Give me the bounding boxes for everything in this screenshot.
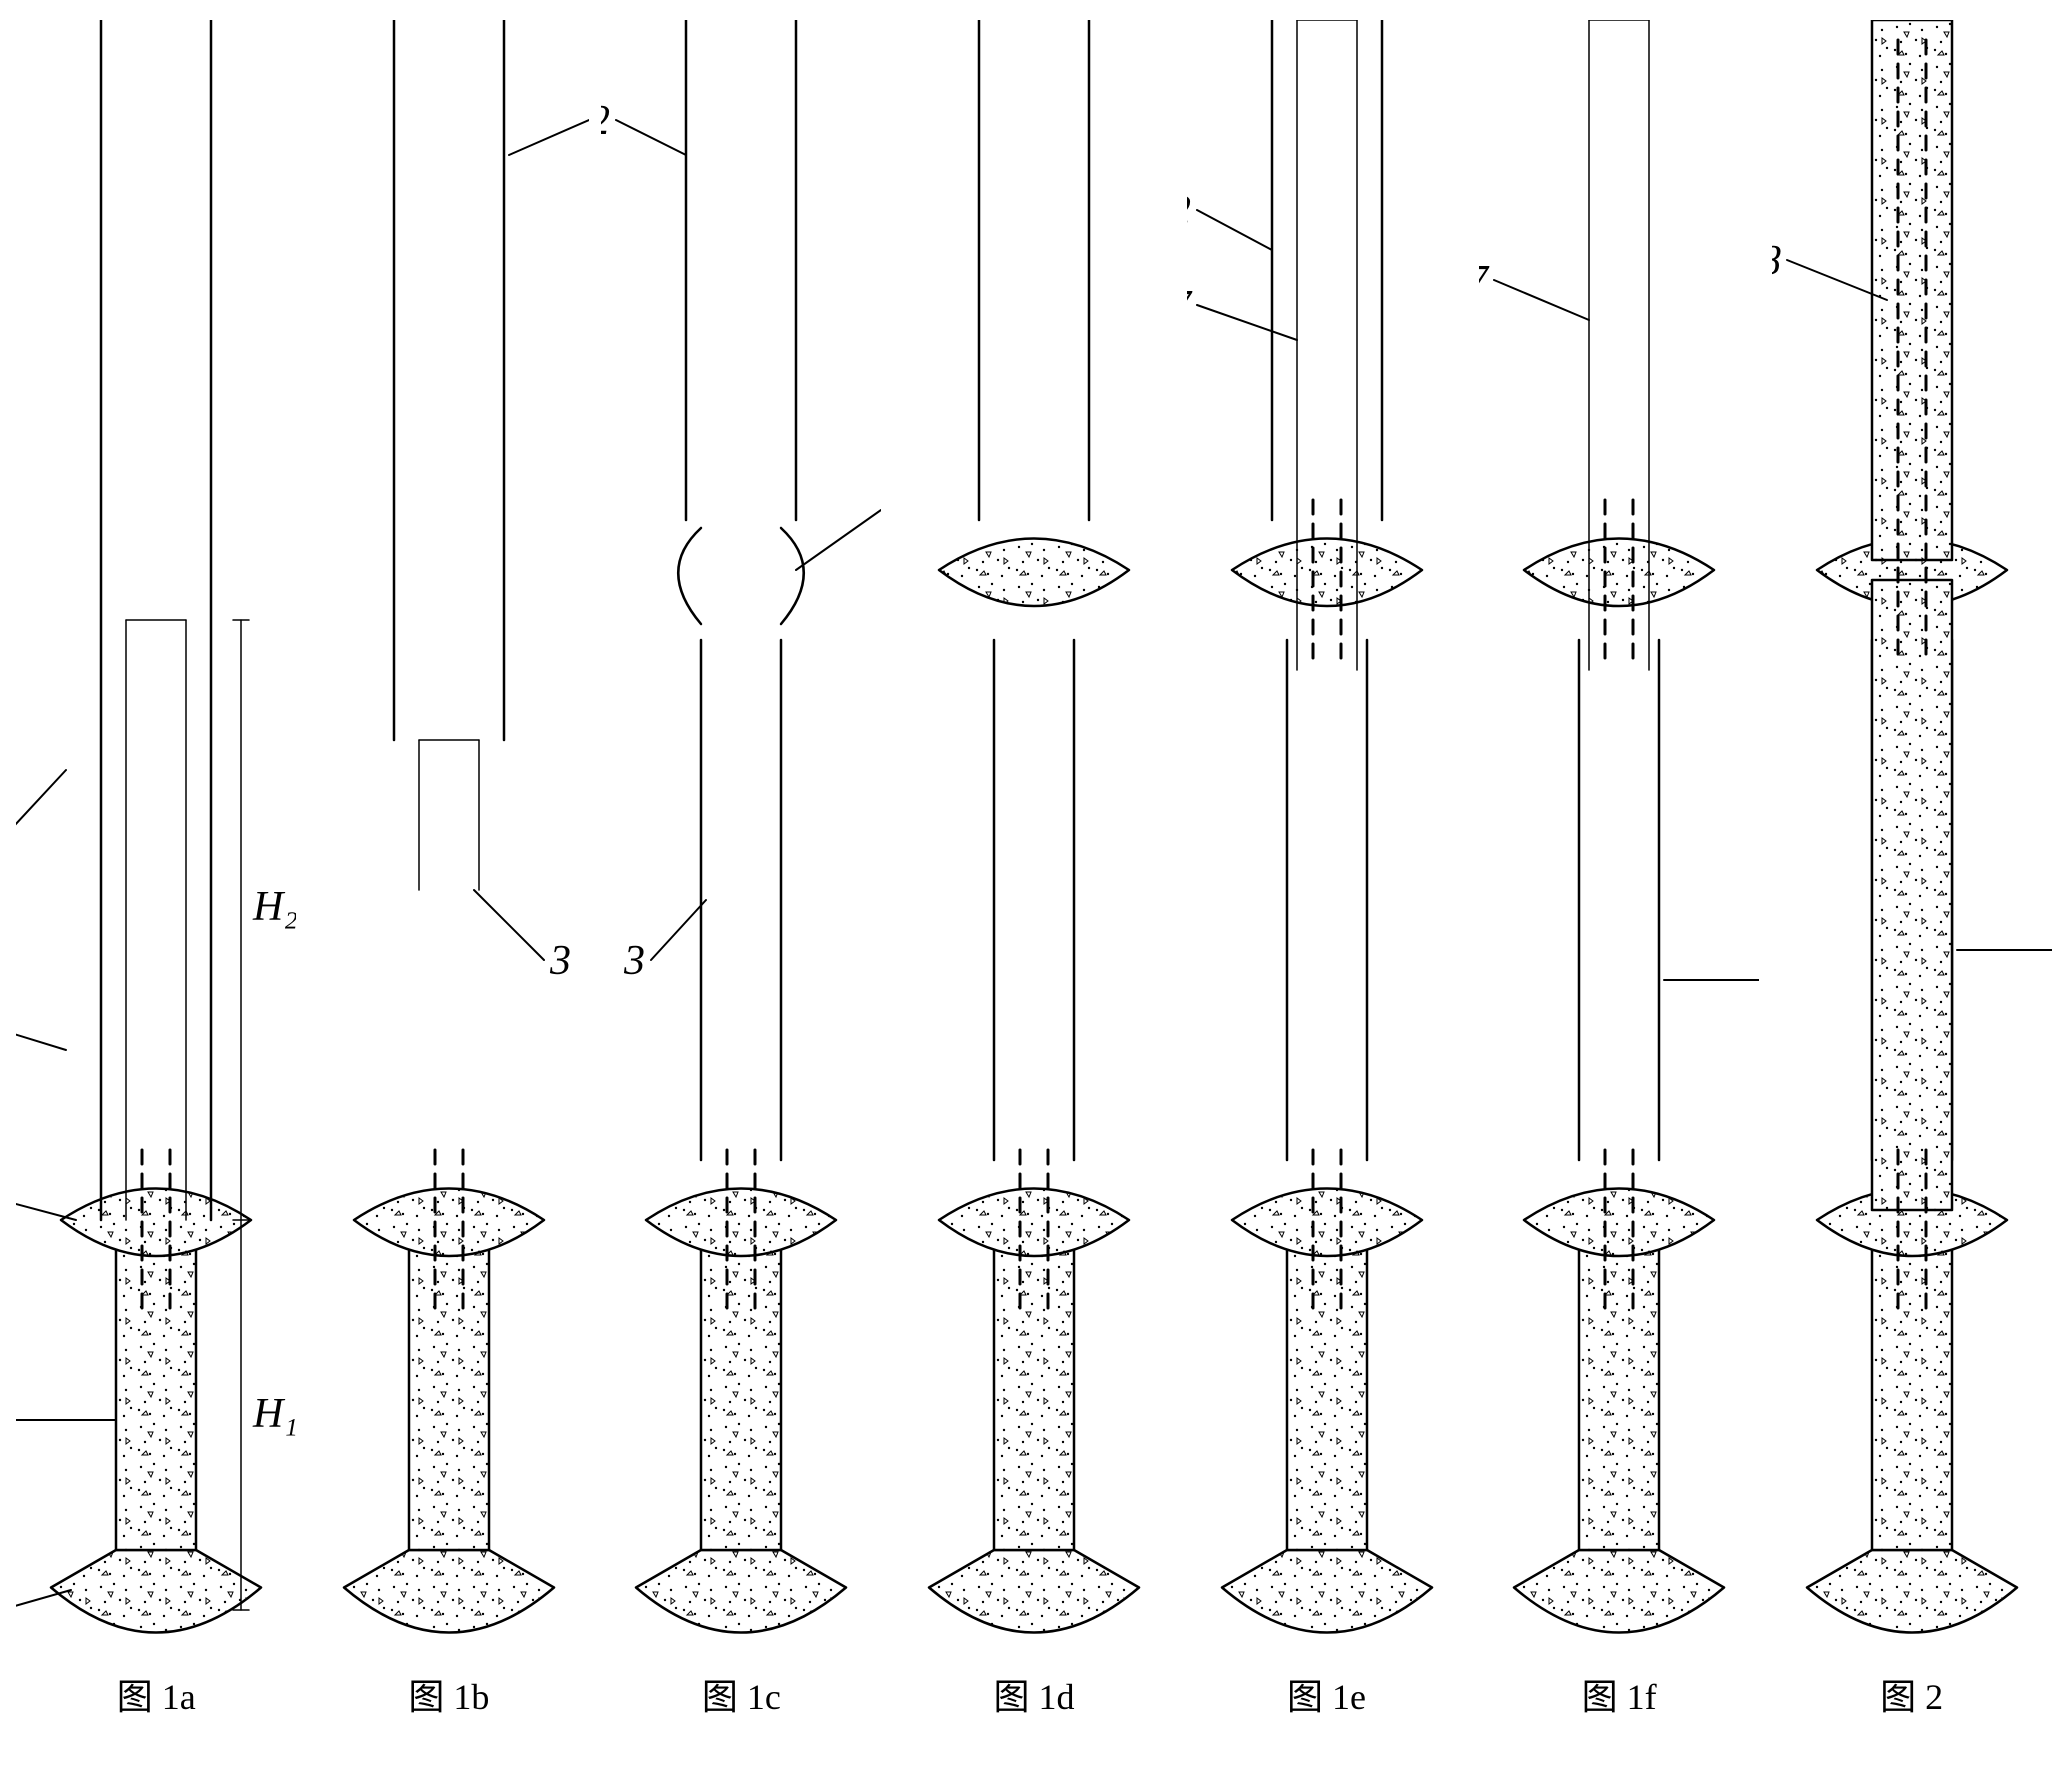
- figure-2: 83图 2: [1772, 20, 2052, 1720]
- ref-label-7: 7: [1187, 283, 1193, 329]
- figure-caption: 图 1e: [1187, 1668, 1467, 1720]
- ref-label-3: 3: [623, 938, 645, 984]
- figure-caption: 图 1c: [601, 1668, 881, 1720]
- ref-label-7: 7: [1479, 258, 1490, 304]
- svg-text:H₂: H₂: [252, 884, 296, 930]
- svg-text:H₁: H₁: [252, 1391, 296, 1437]
- figure-1c: 263图 1c: [601, 20, 881, 1720]
- figure-1a: H₁H₂23514图 1a: [16, 20, 296, 1720]
- ref-label-2: 2: [1187, 188, 1191, 234]
- figure-1f: 73图 1f: [1479, 20, 1759, 1720]
- figure-caption: 图 1b: [309, 1668, 589, 1720]
- ref-label-2: 2: [601, 98, 610, 144]
- figure-caption: 图 2: [1772, 1668, 2052, 1720]
- figure-caption: 图 1d: [894, 1668, 1174, 1720]
- ref-label-8: 8: [1772, 238, 1781, 284]
- figure-caption: 图 1f: [1479, 1668, 1759, 1720]
- figure-caption: 图 1a: [16, 1668, 296, 1720]
- figure-1b: 23图 1b: [309, 20, 589, 1720]
- ref-label-3: 3: [549, 938, 571, 984]
- figure-1d: 图 1d: [894, 20, 1174, 1720]
- figure-1e: 2 7 图 1e: [1187, 20, 1467, 1720]
